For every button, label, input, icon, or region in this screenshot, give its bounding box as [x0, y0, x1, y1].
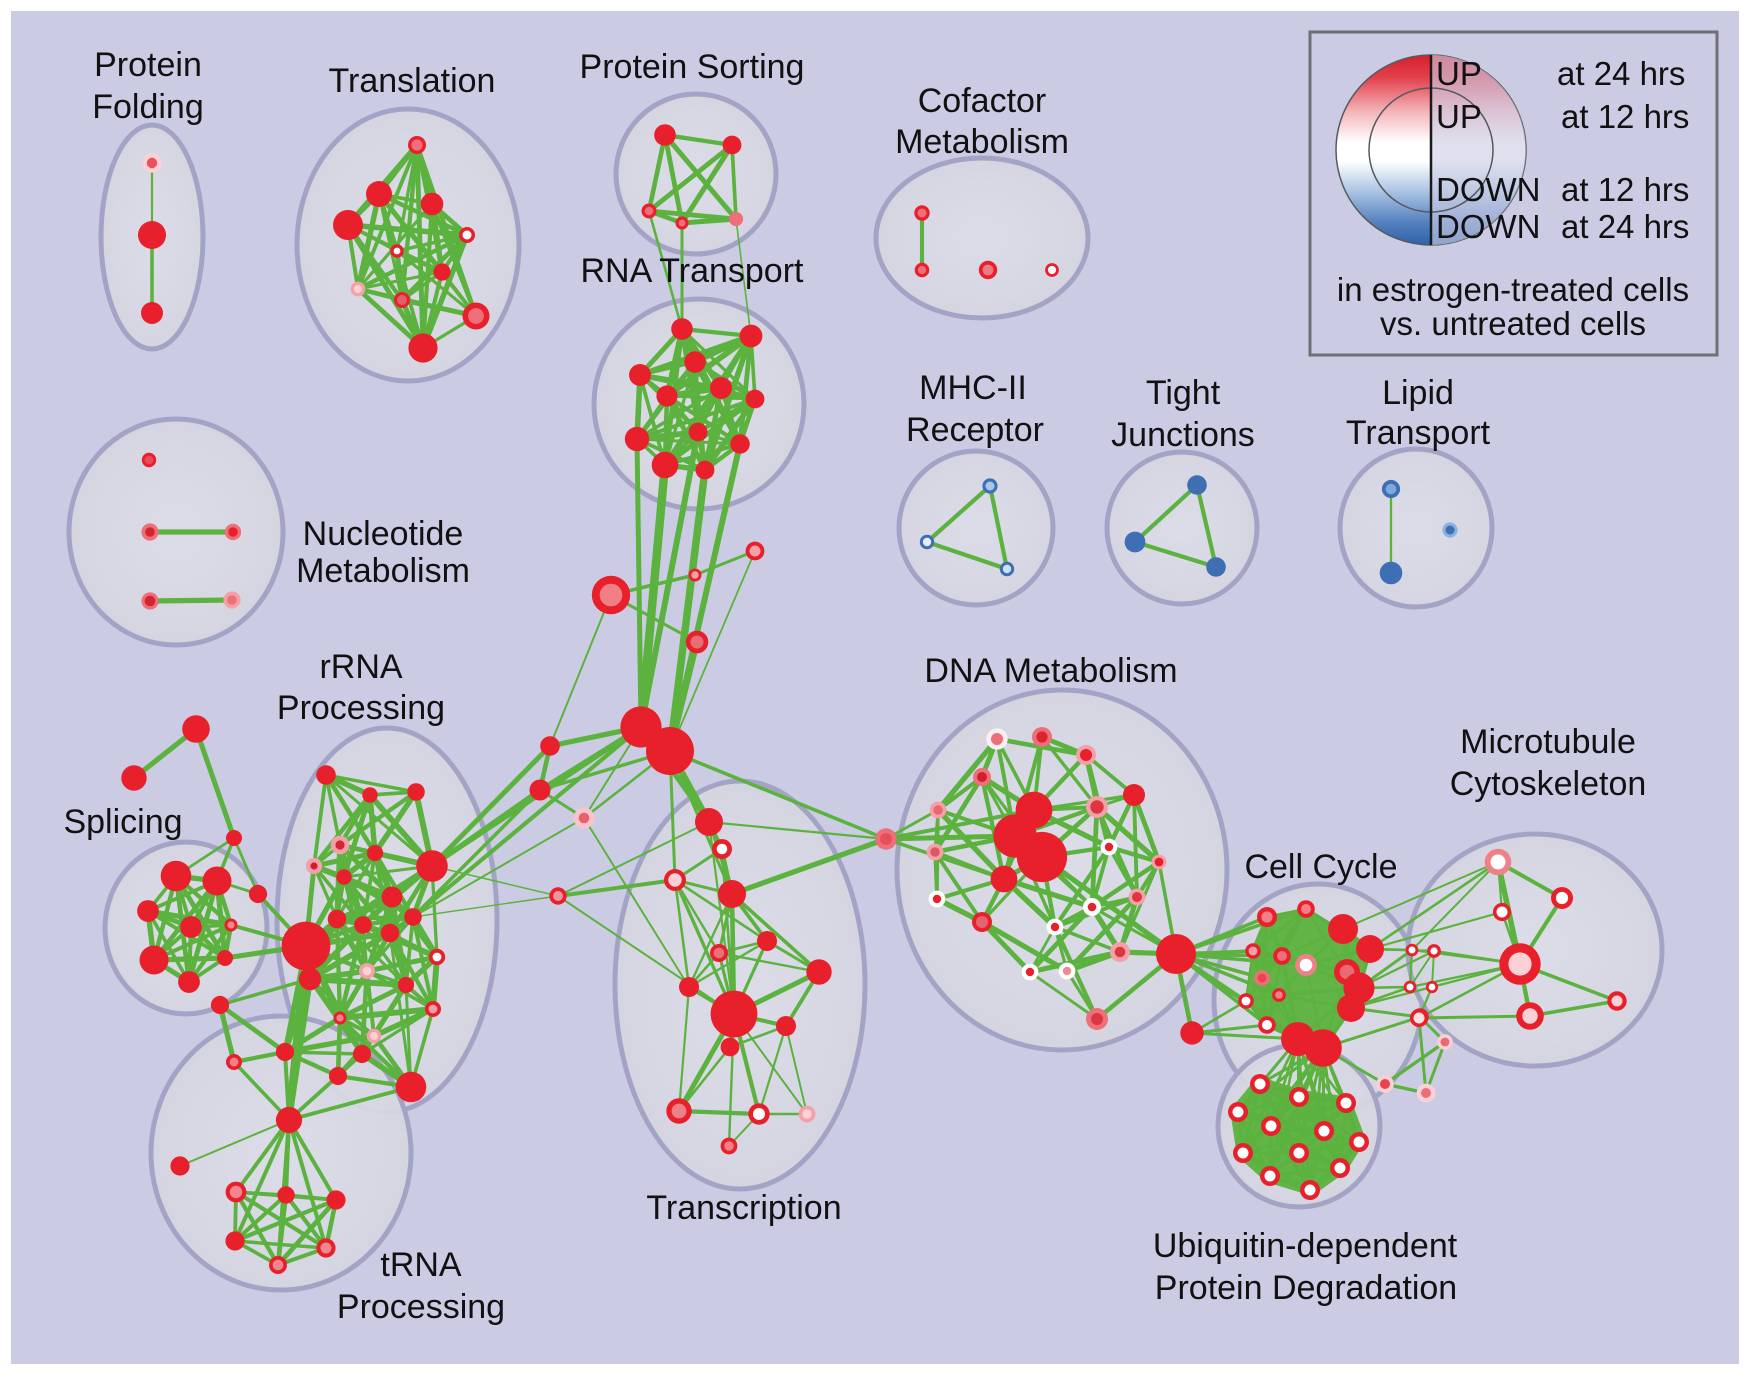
svg-text:DOWN: DOWN: [1436, 208, 1540, 245]
svg-text:Cytoskeleton: Cytoskeleton: [1450, 765, 1647, 803]
svg-text:DOWN: DOWN: [1436, 171, 1540, 208]
svg-text:rRNA: rRNA: [319, 648, 402, 686]
svg-text:UP: UP: [1436, 55, 1482, 92]
svg-text:Junctions: Junctions: [1111, 416, 1255, 454]
svg-text:Metabolism: Metabolism: [895, 123, 1069, 161]
svg-text:UP: UP: [1436, 98, 1482, 135]
svg-text:RNA Transport: RNA Transport: [581, 252, 805, 290]
svg-text:Processing: Processing: [337, 1288, 505, 1326]
svg-text:at 24 hrs: at 24 hrs: [1557, 55, 1685, 92]
svg-text:Ubiquitin-dependent: Ubiquitin-dependent: [1153, 1227, 1458, 1265]
svg-text:Processing: Processing: [277, 689, 445, 727]
svg-text:Receptor: Receptor: [906, 411, 1044, 449]
svg-text:Cell Cycle: Cell Cycle: [1244, 848, 1397, 886]
svg-text:Tight: Tight: [1146, 374, 1221, 412]
svg-text:vs. untreated cells: vs. untreated cells: [1380, 305, 1646, 342]
svg-text:DNA Metabolism: DNA Metabolism: [924, 652, 1177, 690]
svg-text:Transcription: Transcription: [646, 1189, 841, 1227]
svg-text:Protein: Protein: [94, 46, 202, 84]
svg-text:in estrogen-treated cells: in estrogen-treated cells: [1337, 271, 1689, 308]
svg-text:at 24 hrs: at 24 hrs: [1561, 208, 1689, 245]
svg-text:Lipid: Lipid: [1382, 374, 1454, 412]
svg-text:Cofactor: Cofactor: [918, 82, 1047, 120]
svg-text:Nucleotide: Nucleotide: [303, 515, 464, 553]
svg-text:MHC-II: MHC-II: [919, 369, 1027, 407]
svg-text:Protein Sorting: Protein Sorting: [580, 48, 805, 86]
svg-text:Protein Degradation: Protein Degradation: [1155, 1269, 1457, 1307]
svg-text:Transport: Transport: [1346, 414, 1491, 452]
svg-text:Splicing: Splicing: [63, 803, 182, 841]
svg-text:at 12 hrs: at 12 hrs: [1561, 171, 1689, 208]
svg-text:tRNA: tRNA: [380, 1246, 462, 1284]
svg-text:at 12 hrs: at 12 hrs: [1561, 98, 1689, 135]
svg-text:Metabolism: Metabolism: [296, 552, 470, 590]
svg-text:Folding: Folding: [92, 88, 204, 126]
svg-text:Translation: Translation: [329, 62, 496, 100]
svg-text:Microtubule: Microtubule: [1460, 723, 1636, 761]
